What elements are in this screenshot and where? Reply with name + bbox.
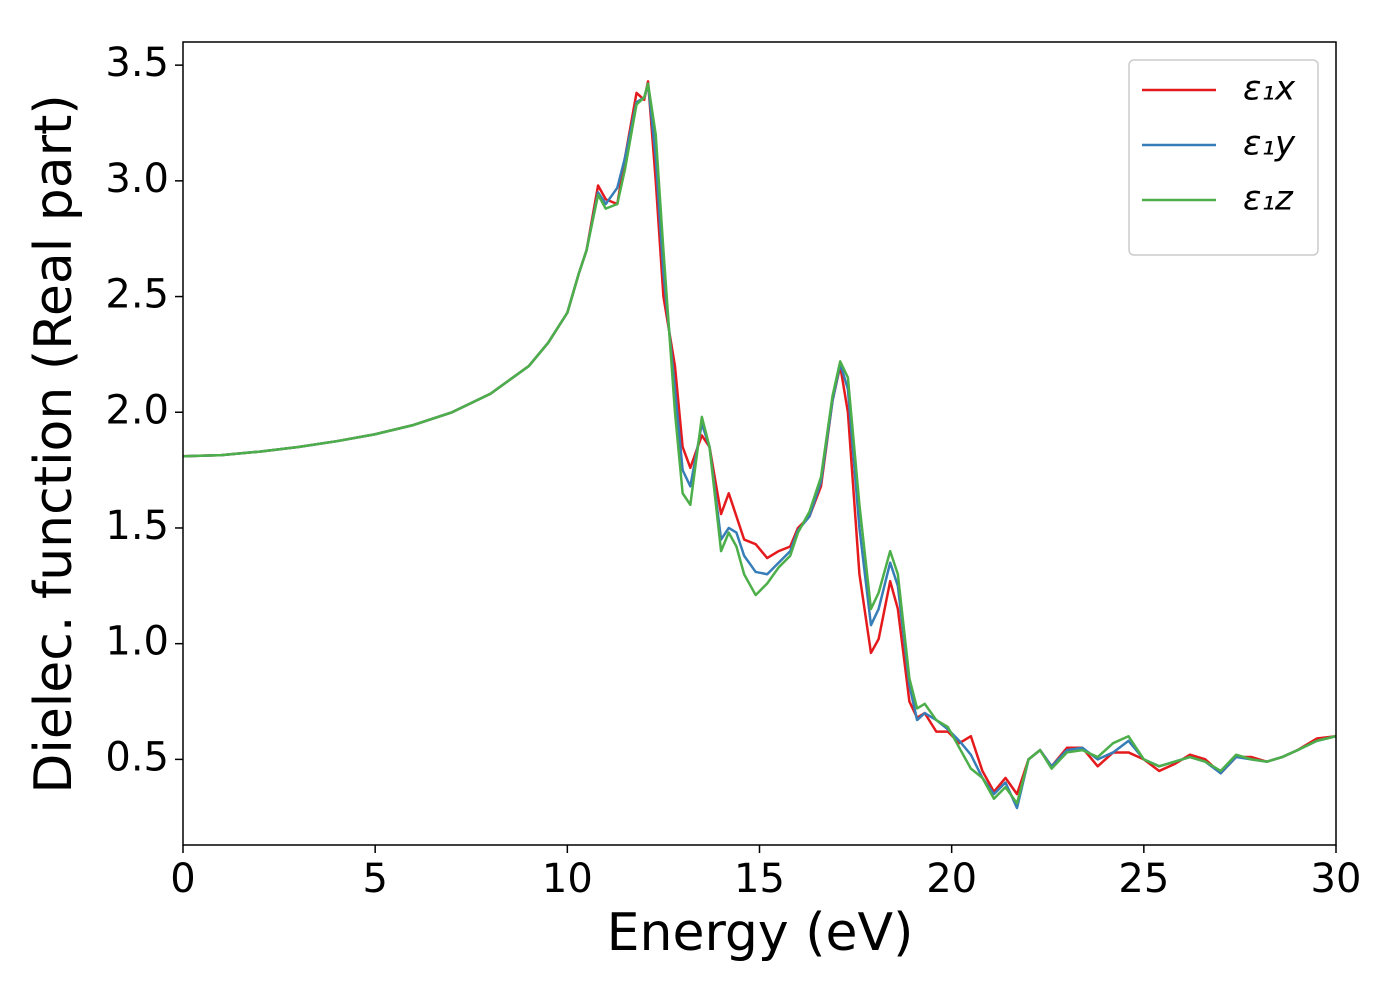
legend-label: ε₁x xyxy=(1243,69,1296,109)
legend-label: ε₁z xyxy=(1243,179,1294,219)
y-tick-label: 0.5 xyxy=(105,734,169,780)
y-axis-label: Dielec. function (Real part) xyxy=(24,94,84,793)
data-line xyxy=(183,82,1336,805)
y-tick-label: 1.5 xyxy=(105,503,169,549)
y-tick-label: 3.5 xyxy=(105,40,169,86)
y-tick-label: 2.5 xyxy=(105,272,169,318)
x-tick-label: 15 xyxy=(734,856,785,902)
x-tick-label: 10 xyxy=(542,856,593,902)
y-tick-label: 2.0 xyxy=(105,387,169,433)
x-tick-label: 5 xyxy=(362,856,387,902)
y-tick-label: 1.0 xyxy=(105,619,169,665)
x-tick-label: 20 xyxy=(926,856,977,902)
plot-frame xyxy=(182,41,1337,846)
y-tick-label: 3.0 xyxy=(105,156,169,202)
x-tick-label: 25 xyxy=(1118,856,1169,902)
x-tick-label: 0 xyxy=(170,856,195,902)
x-tick-label: 30 xyxy=(1311,856,1362,902)
legend-box xyxy=(1128,59,1319,256)
x-axis-label: Energy (eV) xyxy=(607,903,914,963)
legend-label: ε₁y xyxy=(1243,124,1296,164)
